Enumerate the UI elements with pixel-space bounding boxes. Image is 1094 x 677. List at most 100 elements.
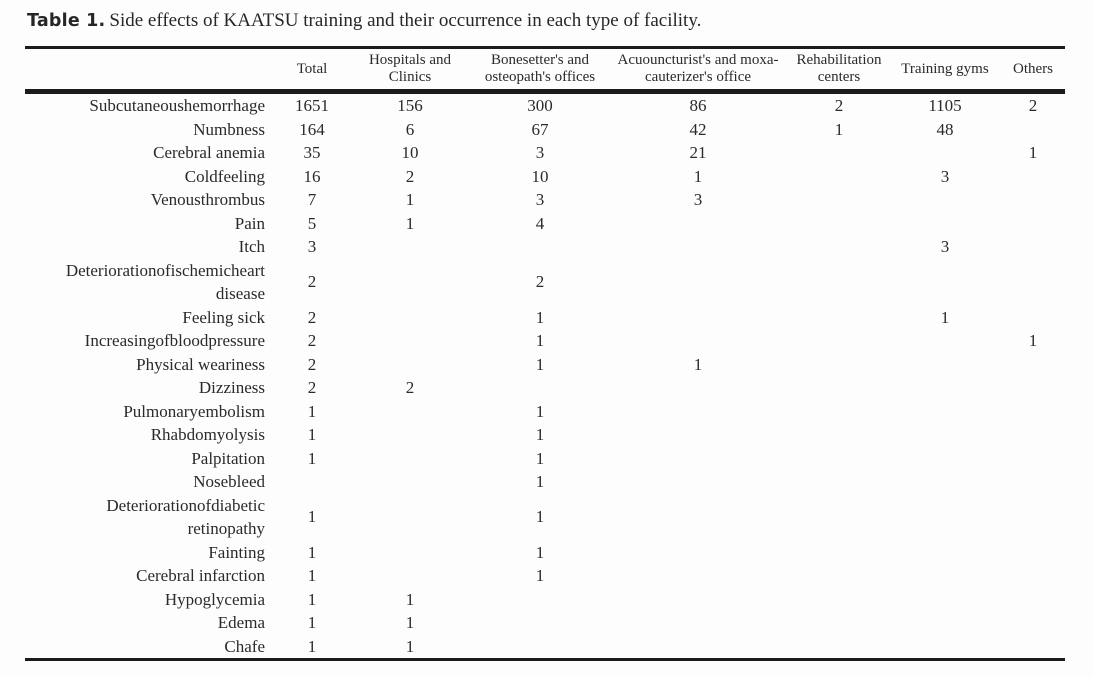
row-label: Edema: [217, 613, 265, 632]
cell-bonesetters-osteopaths: 67: [531, 119, 549, 139]
row-label: Feeling sick: [182, 307, 265, 327]
cell-others: [1001, 118, 1065, 142]
table-row: Rhabdomyolysis 1 1: [25, 423, 1065, 447]
cell-total: 35: [303, 143, 321, 162]
cell-training-gyms: [889, 376, 1001, 400]
column-header-others: Others: [1001, 46, 1065, 94]
cell-training-gyms: 3: [940, 166, 950, 186]
cell-total: 1: [307, 613, 317, 632]
cell-others: [1001, 306, 1065, 330]
cell-hospitals-clinics: [347, 235, 473, 259]
cell-rehabilitation-centers: [789, 447, 889, 471]
cell-total: 1: [307, 448, 317, 468]
table-row: Palpitation 1 1: [25, 447, 1065, 471]
cell-rehabilitation-centers: [789, 376, 889, 400]
cell-rehabilitation-centers: [789, 423, 889, 447]
cell-bonesetters-osteopaths: 1: [535, 472, 545, 491]
row-label: Cerebral infarction: [136, 566, 265, 585]
cell-rehabilitation-centers: [789, 353, 889, 377]
cell-hospitals-clinics: [347, 541, 473, 565]
row-label: Chafe: [25, 634, 277, 661]
cell-bonesetters-osteopaths: 1: [535, 448, 545, 468]
cell-bonesetters-osteopaths: 2: [535, 272, 545, 292]
row-label: Itch: [238, 237, 265, 256]
cell-rehabilitation-centers: [789, 141, 889, 165]
cell-hospitals-clinics: 1: [405, 213, 415, 233]
cell-rehabilitation-centers: [789, 564, 889, 588]
cell-acupuncturists-moxa: 86: [689, 96, 707, 115]
row-label: Palpitation: [191, 448, 265, 468]
cell-acupuncturists-moxa: [607, 329, 789, 353]
cell-others: [1001, 188, 1065, 212]
cell-training-gyms: [889, 611, 1001, 635]
cell-others: [1001, 259, 1065, 306]
cell-others: [1001, 353, 1065, 377]
cell-hospitals-clinics: [347, 470, 473, 494]
cell-training-gyms: [889, 353, 1001, 377]
cell-acupuncturists-moxa: [607, 447, 789, 471]
cell-total: 1: [307, 425, 317, 444]
cell-hospitals-clinics: [347, 400, 473, 424]
cell-acupuncturists-moxa: [607, 259, 789, 306]
table-row: Fainting 1 1: [25, 541, 1065, 565]
cell-total: 1651: [295, 96, 329, 115]
side-effects-table: Total Hospitals and Clinics Bonesetter's a…: [25, 46, 1065, 661]
cell-bonesetters-osteopaths: 1: [535, 425, 545, 444]
cell-acupuncturists-moxa: [607, 306, 789, 330]
column-header-rehabilitation-centers: Rehabilitation centers: [789, 46, 889, 94]
cell-acupuncturists-moxa: [607, 634, 789, 661]
cell-training-gyms: [889, 447, 1001, 471]
cell-others: [1001, 212, 1065, 236]
cell-hospitals-clinics: [347, 353, 473, 377]
column-header-hospitals-clinics: Hospitals and Clinics: [347, 46, 473, 94]
cell-bonesetters-osteopaths: [473, 611, 607, 635]
cell-total: 16: [303, 166, 321, 186]
cell-rehabilitation-centers: [789, 329, 889, 353]
cell-hospitals-clinics: 10: [401, 143, 419, 162]
row-label: Rhabdomyolysis: [150, 425, 265, 444]
table-row: Cerebral infarction 1 1: [25, 564, 1065, 588]
cell-training-gyms: 48: [936, 119, 954, 139]
cell-hospitals-clinics: [347, 329, 473, 353]
cell-others: [1001, 564, 1065, 588]
cell-bonesetters-osteopaths: [473, 376, 607, 400]
table-row: Increasingofbloodpressure 2 1 1: [25, 329, 1065, 353]
paper-table-figure: Table 1. Side effects of KAATSU training …: [0, 9, 1094, 677]
table-row: Deteriorationofischemicheart disease 2 2: [25, 259, 1065, 306]
table-row: Physical weariness 2 1 1: [25, 353, 1065, 377]
cell-rehabilitation-centers: [789, 588, 889, 612]
column-header-acupuncturists-moxa: Acuouncturist's and moxa-cauterizer's of…: [607, 46, 789, 94]
row-label: Increasingofbloodpressure: [84, 331, 265, 350]
table-caption-label: Table 1.: [27, 11, 106, 31]
cell-total: 2: [307, 378, 317, 397]
row-label: Fainting: [208, 542, 265, 562]
row-label: Physical weariness: [136, 354, 265, 374]
cell-bonesetters-osteopaths: [473, 588, 607, 612]
column-header-training-gyms: Training gyms: [889, 46, 1001, 94]
cell-acupuncturists-moxa: 42: [689, 119, 707, 139]
row-label: Subcutaneoushemorrhage: [89, 96, 265, 115]
cell-hospitals-clinics: [347, 423, 473, 447]
row-label: Hypoglycemia: [164, 589, 265, 609]
cell-total: 2: [307, 307, 317, 327]
cell-others: [1001, 165, 1065, 189]
table-row: Nosebleed 1: [25, 470, 1065, 494]
table-row: Chafe 1 1: [25, 634, 1065, 661]
cell-total: 164: [299, 119, 325, 139]
table-row: Feeling sick 2 1 1: [25, 306, 1065, 330]
cell-total: 1: [307, 542, 317, 562]
cell-total: 1: [307, 566, 317, 585]
table-row: Deteriorationofdiabetic retinopathy 1 1: [25, 494, 1065, 541]
cell-bonesetters-osteopaths: 300: [527, 96, 553, 115]
cell-rehabilitation-centers: [789, 400, 889, 424]
cell-others: [1001, 447, 1065, 471]
table-row: Hypoglycemia 1 1: [25, 588, 1065, 612]
column-header-total: Total: [277, 46, 347, 94]
cell-hospitals-clinics: 1: [347, 634, 473, 661]
row-label: Deteriorationofischemicheart disease: [65, 260, 265, 304]
cell-others: [1001, 634, 1065, 661]
row-label: Pain: [234, 213, 265, 233]
row-label: Numbness: [193, 119, 265, 139]
cell-training-gyms: [889, 259, 1001, 306]
table-row: Subcutaneoushemorrhage 1651 156 300 86 2 1105 2: [25, 92, 1065, 118]
